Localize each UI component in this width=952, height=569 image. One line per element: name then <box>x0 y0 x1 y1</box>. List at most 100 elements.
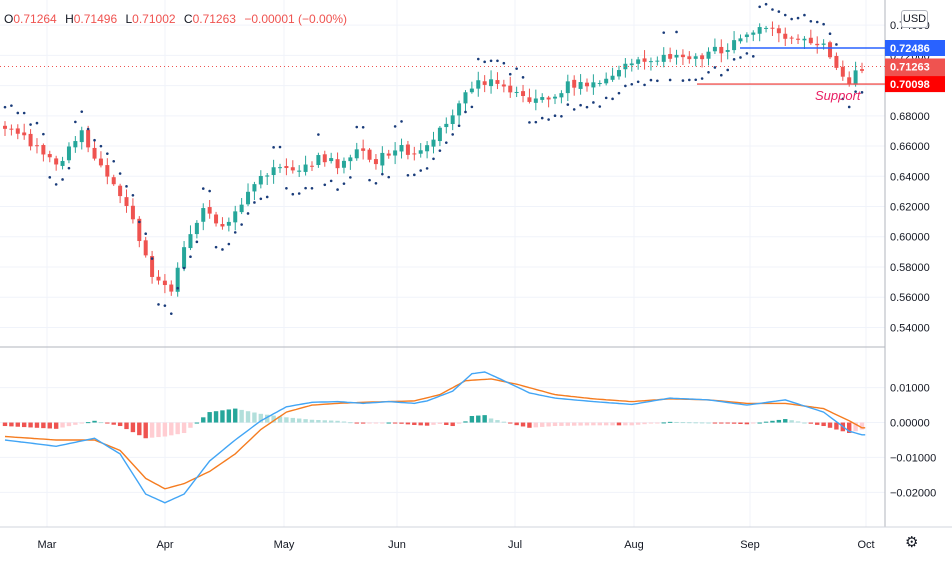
histogram-bar <box>431 422 436 425</box>
candle-body <box>111 177 116 185</box>
histogram-bar <box>34 422 40 428</box>
candle-body <box>188 234 193 249</box>
candle-body <box>15 128 20 134</box>
candle-body <box>751 32 756 35</box>
psar-dot <box>694 78 698 82</box>
psar-dot <box>515 67 518 70</box>
psar-dot <box>796 16 800 20</box>
psar-dot <box>502 61 506 65</box>
candle-body <box>648 61 653 63</box>
candle-body <box>393 150 398 156</box>
histogram-bar <box>265 414 270 423</box>
histogram-bar <box>360 422 366 424</box>
histogram-bar <box>540 422 545 427</box>
histogram-bar <box>508 422 513 424</box>
histogram-bar <box>674 421 679 423</box>
histogram-bar <box>635 422 641 425</box>
price-tick-label: 0.60000 <box>890 232 930 244</box>
psar-dot <box>400 120 403 123</box>
candle-body <box>604 78 609 84</box>
candle-body <box>150 256 155 277</box>
candle-body <box>789 37 794 39</box>
psar-dot <box>272 146 275 149</box>
price-tag-bg <box>885 40 945 57</box>
psar-dot <box>253 201 256 204</box>
candle-body <box>546 97 551 100</box>
candle-body <box>3 125 7 129</box>
candle-body <box>584 82 589 87</box>
candle-body <box>668 54 673 59</box>
candle-body <box>156 276 161 281</box>
histogram-bar <box>482 415 487 423</box>
time-tick-label: Jun <box>388 539 406 551</box>
psar-dot <box>138 220 141 224</box>
psar-dot <box>349 176 352 179</box>
candle-body <box>457 103 462 116</box>
histogram-bar <box>53 422 59 429</box>
histogram-bar <box>520 422 526 427</box>
psar-dot <box>444 141 448 144</box>
psar-dot <box>585 105 589 109</box>
psar-dot <box>745 52 749 55</box>
histogram-bar <box>412 422 417 425</box>
candle-body <box>770 27 775 29</box>
candle-body <box>354 149 359 159</box>
price-tag-label: 0.71263 <box>890 61 930 73</box>
candle-body <box>489 79 494 87</box>
histogram-bar <box>610 422 615 426</box>
candle-body <box>744 34 749 38</box>
histogram-bar <box>201 417 206 423</box>
histogram-bar <box>341 421 347 423</box>
psar-dot <box>304 186 307 190</box>
histogram-bar <box>527 422 532 428</box>
histogram-bar <box>514 422 519 426</box>
psar-dot <box>381 172 384 176</box>
psar-dot <box>822 22 825 26</box>
psar-dot <box>323 183 327 187</box>
histogram-bar <box>156 422 161 438</box>
histogram-bar <box>2 422 8 427</box>
histogram-bar <box>687 422 692 424</box>
candle-body <box>284 166 289 169</box>
candle-body <box>214 214 219 224</box>
histogram-bar <box>194 422 200 424</box>
histogram-bar <box>124 422 129 430</box>
psar-dot <box>227 242 231 246</box>
psar-dot <box>80 110 84 113</box>
histogram-bar <box>405 422 411 425</box>
psar-dot <box>464 110 467 114</box>
psar-dot <box>726 68 729 72</box>
macd-line <box>4 371 866 504</box>
candle-body <box>278 167 283 169</box>
candle-body <box>405 144 410 155</box>
histogram-bar <box>712 422 718 424</box>
psar-dot <box>189 255 192 258</box>
high-key: H <box>65 12 74 26</box>
candle-body <box>386 153 391 156</box>
psar-dot <box>61 178 64 181</box>
histogram-bar <box>623 422 628 426</box>
psar-dot <box>240 223 243 226</box>
histogram-bar <box>776 419 782 423</box>
price-tag-last-price: 0.71263 <box>885 58 945 75</box>
candle-body <box>776 28 781 34</box>
macd-tick-label: −0.02000 <box>890 487 936 499</box>
candle-body <box>220 224 225 227</box>
candle-body <box>246 191 251 205</box>
price-tick-label: 0.62000 <box>890 202 930 214</box>
psar-dot <box>675 30 678 34</box>
psar-dot <box>406 174 410 177</box>
price-tag-resistance-line: 0.72486 <box>885 40 945 57</box>
psar-dot <box>636 80 640 84</box>
candle-body <box>60 160 65 166</box>
candle-body <box>118 185 123 197</box>
psar-dot <box>566 103 570 106</box>
psar-dot <box>125 185 128 188</box>
psar-dot <box>713 66 717 69</box>
histogram-bar <box>578 422 583 426</box>
psar-dot <box>432 157 435 161</box>
currency-badge[interactable]: USD <box>901 10 928 28</box>
histogram-bar <box>591 422 596 426</box>
gear-icon[interactable]: ⚙ <box>905 534 919 551</box>
